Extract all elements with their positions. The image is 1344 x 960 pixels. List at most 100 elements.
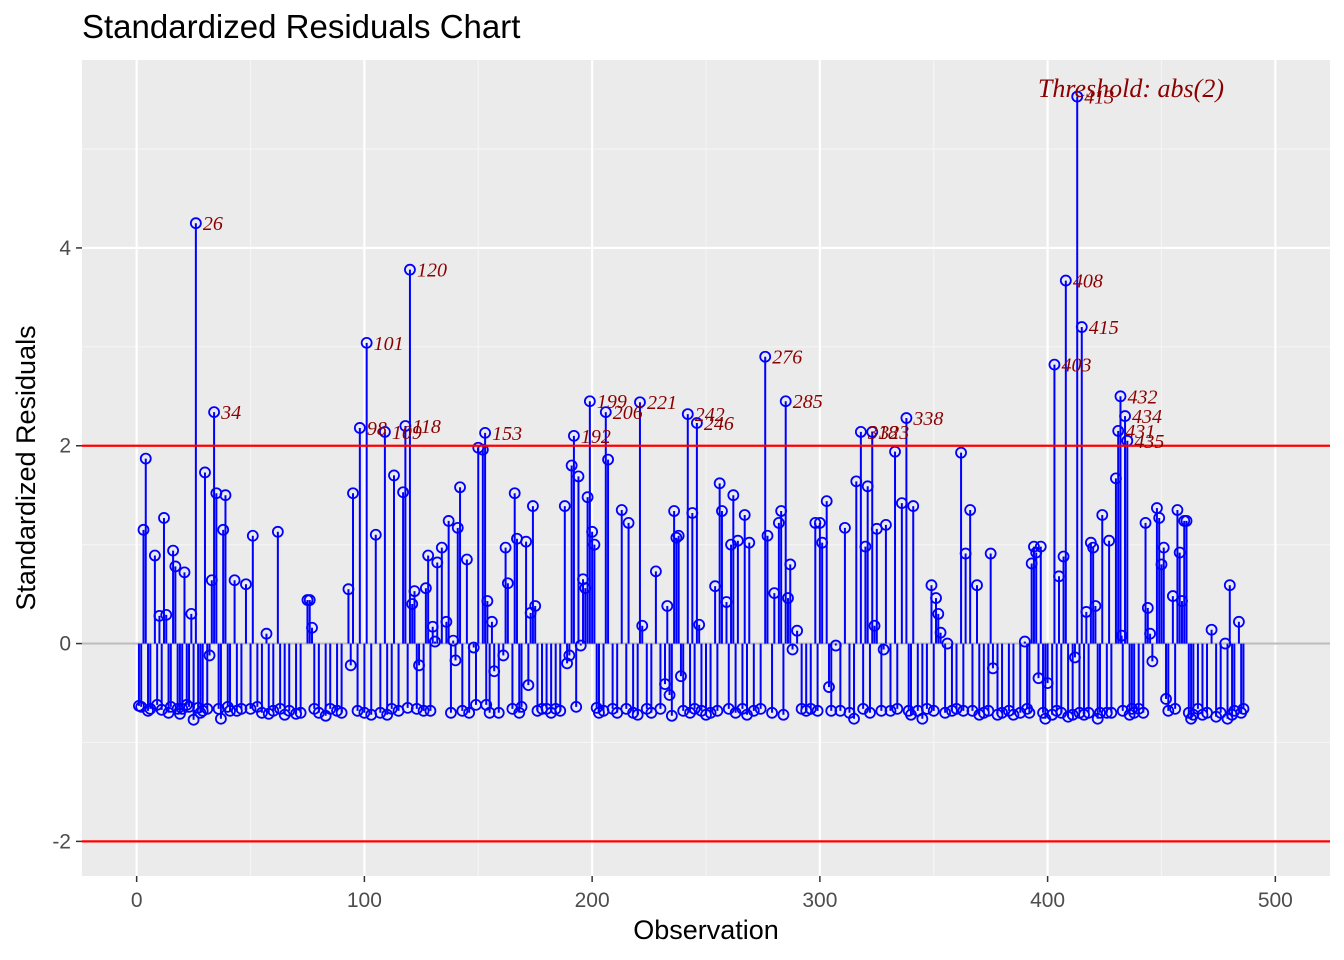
outlier-label: 434	[1132, 406, 1162, 428]
outlier-label: 408	[1073, 271, 1103, 293]
residual-point	[153, 609, 166, 622]
residual-point	[1100, 706, 1113, 719]
residual-point	[866, 425, 879, 438]
residual-point	[201, 702, 214, 715]
residual-point	[1237, 702, 1250, 715]
residual-point	[217, 523, 230, 536]
residual-point	[563, 649, 576, 662]
residual-point	[713, 477, 726, 490]
outlier-label: 276	[772, 347, 802, 369]
outlier-label: 34	[220, 402, 241, 424]
residual-point	[463, 706, 476, 719]
residual-point	[169, 560, 182, 573]
residual-point	[426, 620, 439, 633]
residual-point	[240, 578, 252, 591]
residual-point	[294, 706, 307, 719]
outlier-label: 415	[1089, 317, 1119, 339]
residual-point	[228, 574, 241, 587]
residual-point	[779, 395, 792, 408]
residual-point	[891, 702, 904, 715]
residual-point	[599, 406, 612, 419]
residual-point	[1069, 651, 1081, 664]
residual-point	[900, 412, 913, 424]
residual-point	[388, 469, 400, 482]
residual-point	[631, 708, 644, 721]
x-tick-label: 500	[1258, 889, 1293, 912]
residual-point	[964, 504, 977, 516]
residual-point	[688, 702, 701, 715]
residual-point	[921, 702, 933, 715]
residual-point	[205, 574, 218, 587]
residual-point	[378, 425, 391, 438]
residual-point	[850, 475, 863, 488]
residual-point	[677, 704, 690, 717]
outlier-label: 413	[1084, 87, 1114, 109]
residual-point	[1171, 504, 1184, 516]
x-tick-label: 100	[347, 889, 382, 912]
residual-point	[137, 523, 150, 536]
residual-point	[1094, 706, 1106, 719]
residual-point	[1160, 693, 1172, 705]
outlier-label: 26	[203, 213, 223, 235]
residual-point	[497, 649, 510, 662]
x-tick-label: 200	[575, 889, 610, 912]
residual-point	[431, 556, 444, 569]
residual-point	[527, 500, 539, 512]
residual-point	[324, 702, 337, 715]
outlier-label: 323	[878, 422, 909, 444]
residual-point	[353, 422, 366, 434]
residual-point	[574, 639, 587, 652]
residual-point	[939, 706, 952, 719]
outlier-label: 98	[367, 418, 387, 440]
residual-point	[246, 529, 259, 542]
residual-point	[971, 579, 983, 592]
residual-point	[185, 607, 198, 620]
residual-point	[925, 579, 938, 592]
residual-point	[1155, 558, 1168, 571]
residual-point	[215, 712, 227, 725]
residual-point	[335, 706, 348, 719]
residual-point	[508, 487, 521, 500]
residual-point	[839, 521, 851, 534]
residual-point	[859, 540, 872, 553]
residual-point	[636, 619, 649, 632]
residual-point	[743, 536, 756, 549]
residual-point	[686, 507, 699, 519]
residual-point	[738, 509, 751, 521]
residual-point	[955, 446, 967, 459]
x-tick-label: 0	[131, 889, 143, 912]
y-axis-title: Standardized Residuals	[11, 325, 41, 610]
axes-layer: 0 100 200 300 400 500 -2 0 2 4	[52, 237, 1293, 912]
residual-point	[1007, 708, 1020, 721]
residual-point	[164, 700, 177, 713]
residual-point	[1162, 704, 1175, 717]
residual-point	[1139, 516, 1152, 529]
residual-point	[358, 706, 371, 719]
residual-point	[290, 707, 302, 720]
residual-point	[1157, 541, 1170, 554]
residual-point	[649, 565, 662, 578]
residual-point	[1214, 706, 1227, 719]
residual-point	[187, 713, 200, 726]
residual-point	[554, 704, 567, 717]
residual-point	[1137, 706, 1150, 719]
residual-point	[670, 531, 683, 544]
residual-point	[406, 598, 419, 610]
residual-point	[927, 704, 940, 717]
residual-point	[579, 582, 592, 595]
residual-point	[306, 621, 318, 634]
residual-point	[501, 577, 514, 590]
outlier-label: 338	[912, 408, 943, 430]
residual-point	[1032, 672, 1045, 685]
x-axis-title: Observation	[633, 915, 779, 945]
y-tick-label: 4	[59, 237, 71, 260]
residual-point	[987, 662, 999, 675]
residual-point	[654, 702, 667, 715]
residual-point	[303, 594, 316, 606]
outlier-label: 318	[867, 422, 898, 444]
residual-point	[588, 538, 601, 551]
residual-point	[351, 704, 364, 717]
residual-point	[811, 704, 824, 717]
residual-point	[447, 634, 460, 647]
